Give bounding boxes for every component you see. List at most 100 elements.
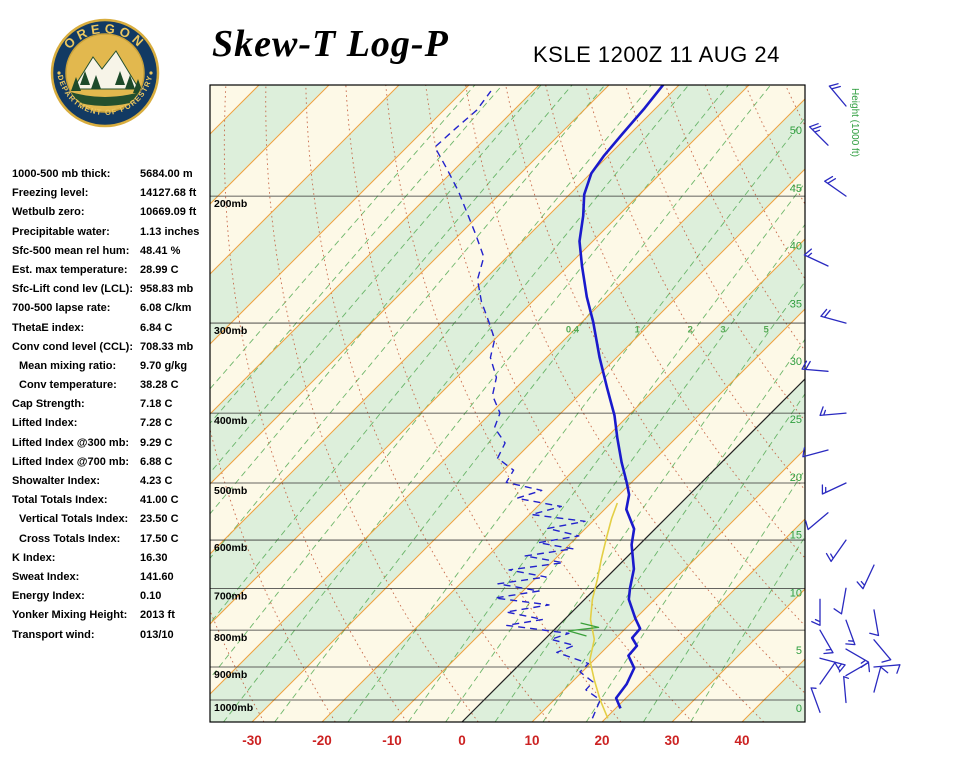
stat-label: Transport wind:: [12, 628, 95, 641]
temp-tick-label: 0: [458, 733, 466, 748]
stat-label: Cross Totals Index:: [19, 532, 121, 545]
isotherm-line: [601, 518, 805, 722]
temp-tick-label: 30: [664, 733, 679, 748]
stats-panel: 1000-500 mb thick: 5684.00 m Freezing leve…: [12, 168, 217, 648]
wind-barb: [820, 308, 847, 324]
stat-row: Est. max temperature: 28.99 C: [12, 264, 217, 283]
wind-barb: [869, 609, 880, 637]
stat-label: K Index:: [12, 551, 56, 564]
stat-value: 6.08 C/km: [140, 302, 192, 315]
wind-barb: [810, 687, 821, 713]
stat-value: 10669.09 ft: [140, 206, 197, 219]
stat-label: Lifted Index @300 mb:: [12, 436, 130, 449]
stat-row: Cross Totals Index: 17.50 C: [12, 533, 217, 552]
isotherm-line: [531, 448, 805, 722]
wind-barb: [808, 123, 829, 146]
stat-row: 1000-500 mb thick: 5684.00 m: [12, 168, 217, 187]
wind-barb: [845, 619, 856, 646]
stat-value: 0.10: [140, 590, 162, 603]
pressure-label: 400mb: [214, 415, 247, 427]
temp-tick-label: -10: [382, 733, 402, 748]
stat-value: 9.70 g/kg: [140, 359, 188, 372]
wind-barb: [833, 587, 847, 615]
stat-value: 4.23 C: [140, 475, 173, 487]
stat-row: Sfc-Lift cond lev (LCL): 958.83 mb: [12, 283, 217, 302]
wind-barb: [843, 675, 850, 704]
page-title: Skew-T Log-P: [212, 23, 449, 65]
wind-barb: [873, 664, 901, 674]
station-datetime-title: KSLE 1200Z 11 AUG 24: [533, 42, 780, 67]
wind-barb: [819, 657, 846, 673]
height-tick-label: 45: [790, 183, 802, 195]
isotherm-line: [0, 85, 189, 722]
stat-row: ThetaE index: 6.84 C: [12, 322, 217, 341]
wind-barb: [825, 539, 847, 563]
temp-axis-labels: -30 -20 -10 0 10 20 30 40: [242, 733, 749, 748]
pressure-label: 900mb: [214, 669, 247, 681]
wind-barb: [811, 598, 821, 626]
stat-row: Mean mixing ratio: 9.70 g/kg: [12, 360, 217, 379]
pressure-label: 500mb: [214, 485, 247, 497]
stat-value: 7.28 C: [140, 417, 173, 430]
height-tick-label: 20: [790, 472, 802, 484]
tree-icon: [80, 71, 90, 85]
wind-barb: [873, 666, 889, 693]
stat-value: 708.33 mb: [140, 340, 194, 353]
height-tick-label: 15: [790, 530, 802, 542]
stat-label: Sfc-500 mean rel hum:: [12, 244, 130, 257]
stat-row: Yonker Mixing Height: 2013 ft: [12, 609, 217, 628]
stat-label: Freezing level:: [12, 187, 89, 200]
parcel-curve: [588, 502, 619, 719]
logo-dot: [149, 71, 153, 75]
tree-icon: [91, 75, 101, 89]
stat-value: 17.50 C: [140, 532, 179, 545]
stat-value: 013/10: [140, 628, 174, 641]
wind-barb: [845, 648, 870, 668]
isotherm-line: [321, 238, 805, 722]
stat-label: Showalter Index:: [12, 475, 101, 487]
stat-row: Showalter Index: 4.23 C: [12, 475, 217, 494]
pressure-label: 800mb: [214, 632, 247, 644]
isotherm-line: [210, 85, 470, 345]
temperature-curve: [578, 85, 665, 709]
stat-row: Energy Index: 0.10: [12, 590, 217, 609]
stat-value: 48.41 %: [140, 244, 181, 257]
stat-value: 1.13 inches: [140, 225, 200, 238]
stat-label: Precipitable water:: [12, 225, 110, 238]
wind-barb: [819, 662, 841, 685]
stat-row: Precipitable water: 1.13 inches: [12, 226, 217, 245]
tree-icon: [71, 77, 81, 91]
height-tick-label: 10: [790, 587, 802, 599]
stat-label: Cap Strength:: [12, 398, 85, 411]
stat-row: Cap Strength: 7.18 C: [12, 398, 217, 417]
stat-row: K Index: 16.30: [12, 552, 217, 571]
wind-barb: [821, 482, 847, 495]
wind-barb: [856, 564, 875, 590]
wind-barb: [805, 512, 829, 531]
logo-dot: [57, 71, 61, 75]
stat-value: 6.88 C: [140, 455, 173, 468]
stat-label: Conv cond level (CCL):: [12, 340, 134, 353]
isotherm-line: [210, 85, 540, 415]
isotherm-line: [210, 85, 400, 275]
stat-label: 700-500 lapse rate:: [12, 302, 111, 315]
height-axis-title: Height (1000 ft): [849, 88, 860, 157]
wind-barb: [819, 406, 847, 417]
isotherm-line: [210, 85, 680, 555]
stat-value: 23.50 C: [140, 513, 179, 526]
stat-row: 700-500 lapse rate: 6.08 C/km: [12, 302, 217, 321]
mixing-ratio-label: 0.4: [566, 324, 580, 335]
odf-logo: OREGON DEPARTMENT OF FORESTRY: [30, 5, 180, 145]
stat-row: Lifted Index @300 mb: 9.29 C: [12, 437, 217, 456]
height-tick-label: 5: [796, 645, 802, 657]
stat-label: Lifted Index @700 mb:: [12, 455, 130, 468]
temp-tick-label: 20: [594, 733, 609, 748]
wind-barb: [802, 447, 829, 458]
pressure-label: 1000mb: [214, 702, 253, 714]
stat-value: 958.83 mb: [140, 283, 194, 296]
stat-label: Sweat Index:: [12, 570, 80, 583]
stat-value: 6.84 C: [140, 321, 173, 334]
stat-label: Est. max temperature:: [12, 263, 128, 276]
isotherm-line: [210, 85, 750, 625]
